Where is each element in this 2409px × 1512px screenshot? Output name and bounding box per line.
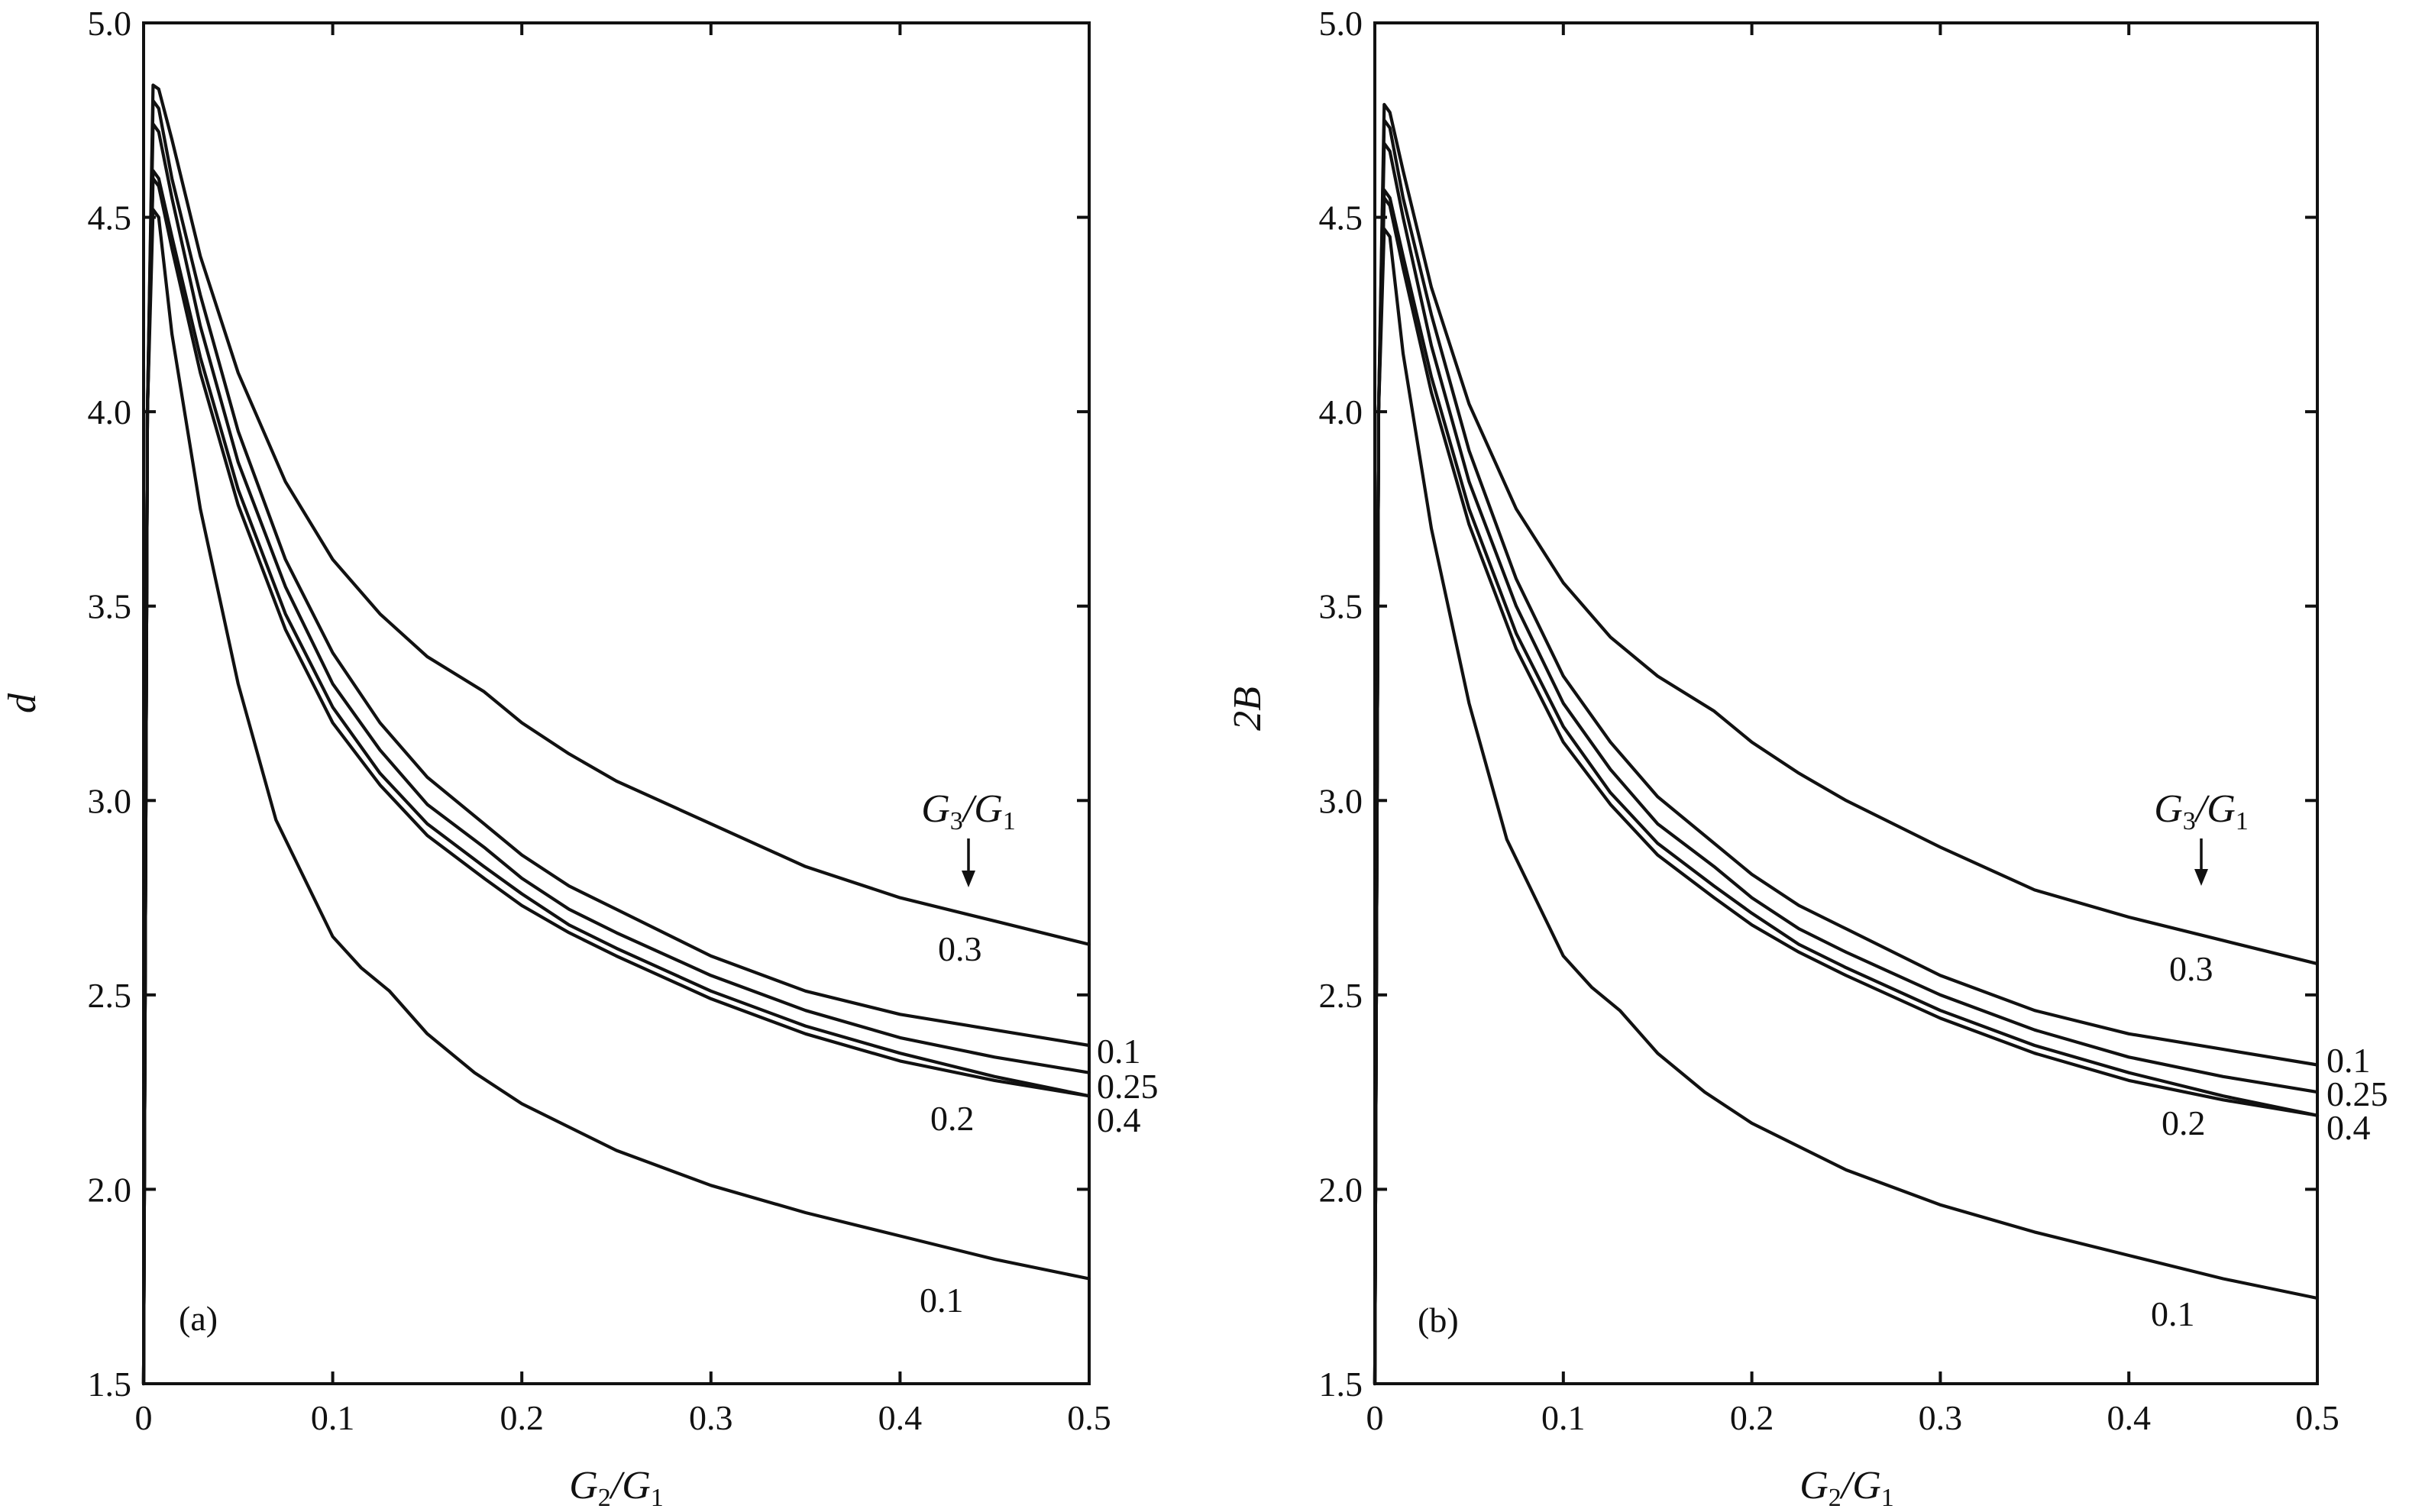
curve-label-b: 0.25 [2327,1074,2388,1113]
x-tick-label: 0 [1366,1398,1384,1437]
y-tick-label: 4.0 [88,393,132,431]
y-tick-label: 2.5 [1319,976,1363,1015]
series-line-0-3-0 [1373,102,2320,1386]
x-tick-label: 0.5 [2295,1398,2339,1437]
x-tick-label: 0 [135,1398,153,1437]
y-axis-title-b: 2B [1226,687,1269,731]
x-tick-label: 0.3 [1919,1398,1963,1437]
y-tick-label: 3.5 [1319,587,1363,626]
curve-label-b: 0.4 [2327,1108,2371,1147]
panel-b: 1.5 2.0 2.5 3.0 3.5 4.0 4.5 5.0 0 0.1 0.… [1226,4,2388,1512]
series-line-0-1-1 [141,99,1091,1386]
series-line-0-25-2 [1373,141,2320,1386]
curve-label-b: 0.2 [2162,1103,2206,1142]
y-tick-label: 1.5 [1319,1365,1363,1404]
arrow-head-icon [2194,869,2208,886]
y-tick-label: 3.0 [88,781,132,820]
y-tick-label: 5.0 [1319,4,1363,43]
series-line-0-1-5 [141,208,1091,1386]
series-line-0-2-4 [1373,196,2320,1386]
series-group-b [1373,102,2320,1386]
series-line-0-1-1 [1373,118,2320,1386]
x-axis-title-a: G2/G1 [569,1464,664,1512]
x-tick-label: 0.1 [1541,1398,1586,1437]
curve-label-a: 0.4 [1097,1100,1141,1139]
series-group-a [141,83,1091,1386]
y-tick-label: 4.5 [88,199,132,237]
curve-label-b: 0.1 [2151,1294,2195,1333]
x-tick-label: 0.2 [500,1398,544,1437]
plot-frame-a [142,21,1091,1385]
curve-label-a: 0.3 [938,929,982,968]
panel-tag-a: (a) [179,1299,218,1338]
arrow-head-icon [962,871,975,887]
series-line-0-1-5 [1373,227,2320,1386]
curve-label-a: 0.1 [1097,1032,1141,1071]
legend-title-b: G3/G1 [2154,787,2249,835]
series-line-0-4-3 [141,169,1091,1386]
y-tick-label: 4.0 [1319,393,1363,431]
panel-tag-b: (b) [1418,1300,1459,1339]
panel-a: 1.5 2.0 2.5 3.0 3.5 4.0 4.5 5.0 0 0.1 0.… [1,4,1159,1512]
series-line-0-25-2 [141,122,1091,1386]
y-tick-label: 3.0 [1319,781,1363,820]
series-line-0-2-4 [141,176,1091,1386]
tick-marks-b [1373,21,2319,1385]
y-tick-label: 2.5 [88,976,132,1015]
plot-frame-b [1373,21,2319,1385]
legend-title-a: G3/G1 [921,787,1016,835]
y-tick-label: 3.5 [88,587,132,626]
x-tick-label: 0.3 [689,1398,733,1437]
x-tick-label: 0.4 [878,1398,923,1437]
y-tick-label: 1.5 [88,1365,132,1404]
x-tick-label: 0.2 [1730,1398,1774,1437]
curve-label-a: 0.2 [930,1099,975,1138]
curve-label-a: 0.25 [1097,1067,1159,1106]
y-axis-title-a: d [1,693,44,713]
series-line-0-3-0 [141,83,1091,1386]
x-tick-label: 0.4 [2107,1398,2151,1437]
curve-label-b: 0.1 [2327,1041,2371,1080]
x-axis-title-b: G2/G1 [1799,1464,1894,1512]
x-tick-label: 0.1 [311,1398,355,1437]
x-tick-label: 0.5 [1067,1398,1111,1437]
curve-label-b: 0.3 [2169,949,2213,988]
tick-marks-a [142,21,1091,1385]
curve-label-a: 0.1 [920,1281,964,1320]
series-line-0-4-3 [1373,188,2320,1386]
y-tick-label: 2.0 [1319,1170,1363,1209]
y-tick-label: 5.0 [88,4,132,43]
y-tick-label: 2.0 [88,1170,132,1209]
y-tick-label: 4.5 [1319,199,1363,237]
